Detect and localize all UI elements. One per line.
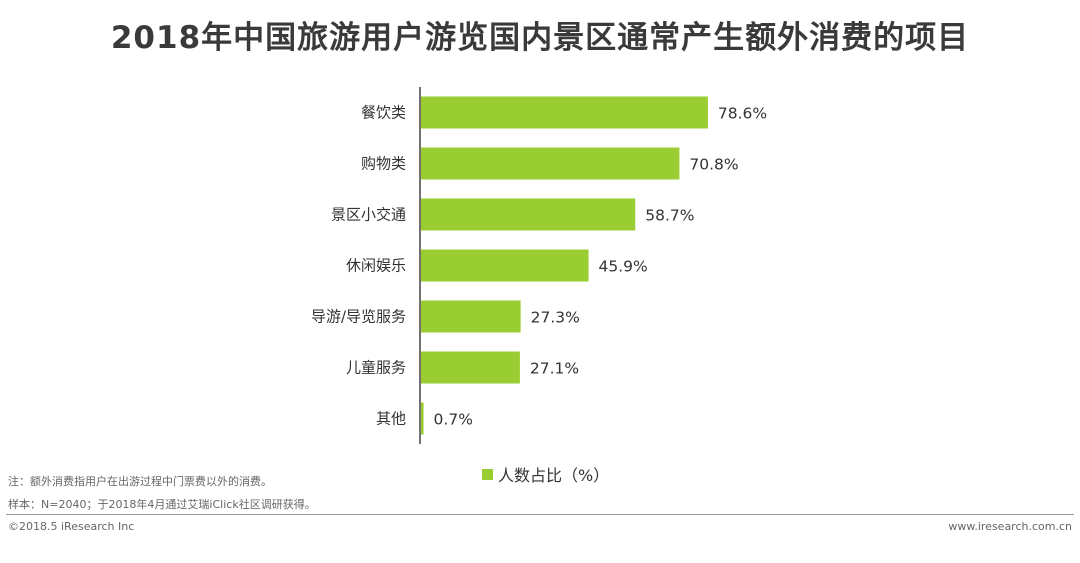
bar: [421, 351, 520, 384]
data-label: 78.6%: [718, 105, 767, 123]
category-label: 购物类: [361, 155, 406, 173]
category-label: 餐饮类: [361, 104, 406, 122]
data-label: 70.8%: [689, 156, 738, 174]
copyright-text: ©2018.5 iResearch Inc: [8, 520, 135, 533]
bar: [421, 402, 424, 435]
category-label: 导游/导览服务: [311, 308, 406, 326]
footnote-sample: 样本：N=2040；于2018年4月通过艾瑞iClick社区调研获得。: [8, 498, 316, 511]
category-label: 儿童服务: [346, 359, 406, 377]
bar: [421, 96, 708, 129]
footer-divider: [6, 514, 1074, 515]
bar: [421, 198, 636, 231]
chart-title: 2018年中国旅游用户游览国内景区通常产生额外消费的项目: [110, 20, 970, 56]
category-label: 景区小交通: [331, 206, 406, 224]
data-label: 27.1%: [530, 360, 579, 378]
bar: [421, 300, 521, 333]
bar: [421, 249, 589, 282]
data-label: 58.7%: [645, 207, 694, 225]
category-label: 其他: [376, 410, 406, 428]
legend-label: 人数占比（%）: [498, 466, 610, 485]
website-url: www.iresearch.com.cn: [948, 520, 1072, 533]
data-label: 27.3%: [531, 309, 580, 327]
bar: [421, 147, 680, 180]
category-label: 休闲娱乐: [346, 257, 406, 275]
data-label: 45.9%: [599, 258, 648, 276]
legend: 人数占比（%）: [482, 462, 609, 486]
legend-swatch: [482, 468, 493, 480]
data-label: 0.7%: [434, 411, 473, 429]
footnote-definition: 注：额外消费指用户在出游过程中门票费以外的消费。: [8, 475, 272, 488]
